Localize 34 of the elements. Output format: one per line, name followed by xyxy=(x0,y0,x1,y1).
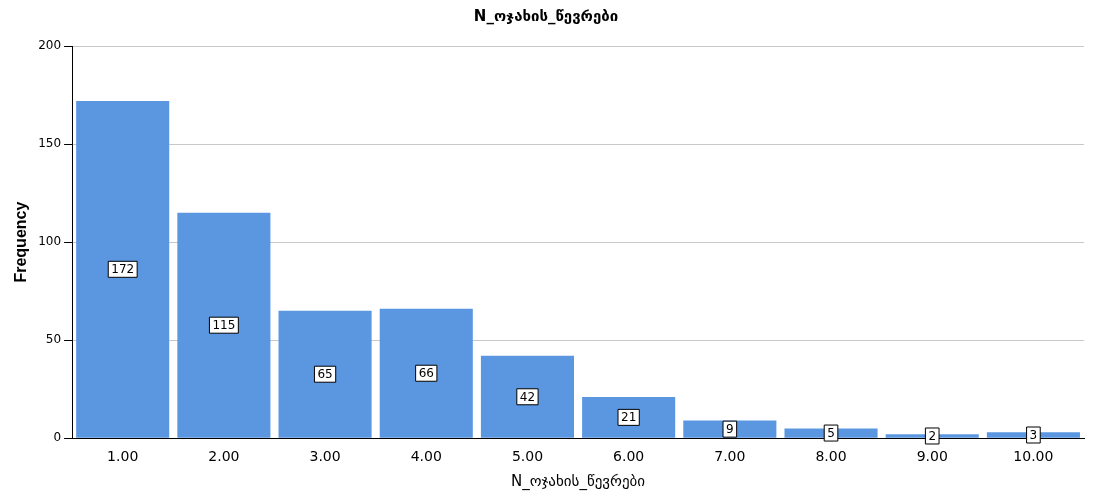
data-label: 3 xyxy=(1029,428,1038,443)
y-tick-label: 150 xyxy=(38,136,62,151)
x-tick-label: 6.00 xyxy=(613,448,645,465)
x-axis-title: N_ოჯახის_წევრები xyxy=(511,471,646,491)
x-tick-label: 8.00 xyxy=(815,448,847,465)
data-label: 9 xyxy=(726,422,734,437)
data-label: 172 xyxy=(111,262,135,277)
bar xyxy=(76,100,170,438)
bar xyxy=(582,397,676,438)
data-label: 66 xyxy=(418,366,434,381)
y-axis-title: Frequency xyxy=(12,201,30,283)
x-tick-label: 1.00 xyxy=(107,448,139,465)
y-tick-label: 200 xyxy=(38,38,62,53)
bar xyxy=(379,308,473,438)
data-label: 21 xyxy=(621,410,637,425)
x-tick-label: 3.00 xyxy=(309,448,341,465)
data-label: 65 xyxy=(317,367,333,382)
x-tick-label: 5.00 xyxy=(511,448,544,465)
y-tick-label: 100 xyxy=(38,234,62,249)
bar xyxy=(177,212,271,438)
y-tick-label: 50 xyxy=(45,332,62,347)
chart-title: N_ოჯახის_წევრები xyxy=(473,6,619,25)
data-label: 2 xyxy=(928,429,937,444)
y-tick-label: 0 xyxy=(53,430,62,445)
x-tick-label: 4.00 xyxy=(410,448,442,465)
data-label: 115 xyxy=(212,318,236,333)
data-label: 5 xyxy=(827,426,835,441)
x-tick-label: 10.00 xyxy=(1013,448,1054,465)
bar xyxy=(278,310,372,438)
x-tick-label: 7.00 xyxy=(714,448,746,465)
bar xyxy=(480,355,575,438)
x-tick-label: 2.00 xyxy=(208,448,240,465)
x-tick-label: 9.00 xyxy=(916,448,948,465)
data-label: 42 xyxy=(519,389,536,404)
